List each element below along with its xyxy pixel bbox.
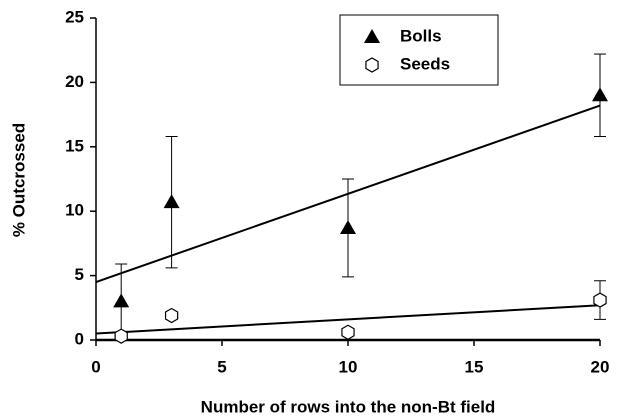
legend-marker: [365, 57, 379, 73]
x-tick-label: 10: [339, 357, 358, 376]
marker: [114, 328, 128, 344]
x-axis-label: Number of rows into the non-Bt field: [201, 397, 496, 416]
x-tick-label: 0: [91, 357, 100, 376]
marker: [163, 194, 180, 209]
legend-label: Seeds: [400, 54, 450, 73]
legend-label: Bolls: [400, 26, 442, 45]
y-tick-label: 15: [65, 136, 84, 155]
marker: [341, 324, 355, 340]
y-tick-label: 20: [65, 72, 84, 91]
x-tick-label: 20: [591, 357, 610, 376]
marker: [340, 219, 356, 234]
y-tick-label: 25: [65, 7, 84, 26]
x-tick-label: 15: [465, 357, 484, 376]
y-tick-label: 0: [75, 329, 84, 348]
y-tick-label: 5: [75, 265, 84, 284]
y-tick-label: 10: [65, 201, 84, 220]
legend-marker: [364, 29, 380, 43]
marker: [592, 87, 608, 102]
x-tick-label: 5: [217, 357, 226, 376]
trendline: [95, 304, 601, 335]
marker: [113, 293, 130, 308]
legend-box: [339, 14, 499, 86]
y-axis-label: % Outcrossed: [9, 123, 28, 237]
marker: [593, 292, 607, 308]
marker: [164, 307, 179, 324]
